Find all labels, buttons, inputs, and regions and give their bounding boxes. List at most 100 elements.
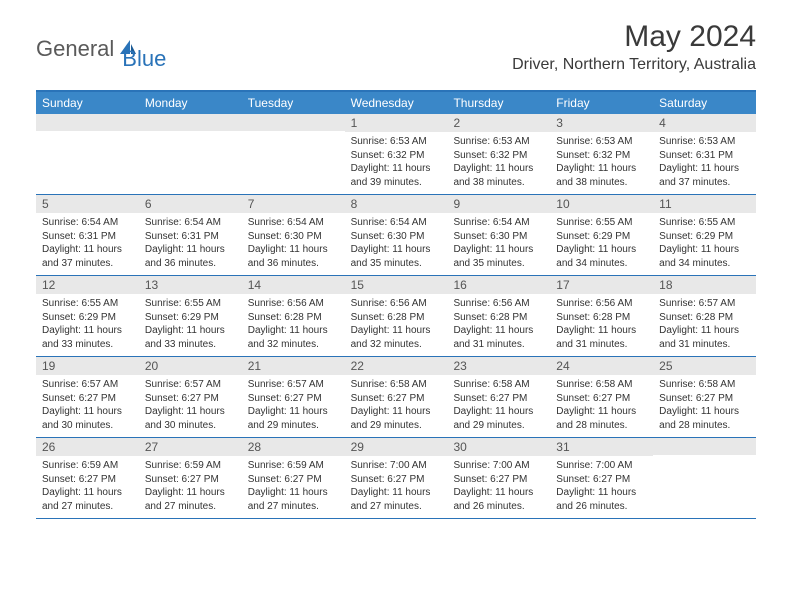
day-body xyxy=(139,131,242,185)
day-cell: 22Sunrise: 6:58 AMSunset: 6:27 PMDayligh… xyxy=(345,357,448,437)
sunset-text: Sunset: 6:32 PM xyxy=(351,149,442,163)
sunrise-text: Sunrise: 6:53 AM xyxy=(659,135,750,149)
day-number: 22 xyxy=(345,357,448,375)
sunset-text: Sunset: 6:31 PM xyxy=(42,230,133,244)
sunset-text: Sunset: 6:32 PM xyxy=(556,149,647,163)
daylight-text: Daylight: 11 hours and 27 minutes. xyxy=(351,486,442,513)
day-body: Sunrise: 6:54 AMSunset: 6:31 PMDaylight:… xyxy=(36,213,139,275)
sunset-text: Sunset: 6:29 PM xyxy=(556,230,647,244)
daylight-text: Daylight: 11 hours and 38 minutes. xyxy=(556,162,647,189)
day-body: Sunrise: 6:57 AMSunset: 6:28 PMDaylight:… xyxy=(653,294,756,356)
sunset-text: Sunset: 6:27 PM xyxy=(453,392,544,406)
sunset-text: Sunset: 6:27 PM xyxy=(145,473,236,487)
day-number: 3 xyxy=(550,114,653,132)
daylight-text: Daylight: 11 hours and 37 minutes. xyxy=(42,243,133,270)
day-body: Sunrise: 6:59 AMSunset: 6:27 PMDaylight:… xyxy=(242,456,345,518)
week-row: 19Sunrise: 6:57 AMSunset: 6:27 PMDayligh… xyxy=(36,357,756,438)
day-body: Sunrise: 6:54 AMSunset: 6:30 PMDaylight:… xyxy=(447,213,550,275)
title-block: May 2024 Driver, Northern Territory, Aus… xyxy=(512,20,756,74)
weekday-saturday: Saturday xyxy=(653,92,756,114)
sunset-text: Sunset: 6:31 PM xyxy=(145,230,236,244)
day-body: Sunrise: 6:54 AMSunset: 6:30 PMDaylight:… xyxy=(242,213,345,275)
day-body: Sunrise: 6:57 AMSunset: 6:27 PMDaylight:… xyxy=(139,375,242,437)
sunrise-text: Sunrise: 6:54 AM xyxy=(453,216,544,230)
daylight-text: Daylight: 11 hours and 32 minutes. xyxy=(351,324,442,351)
sunrise-text: Sunrise: 6:59 AM xyxy=(248,459,339,473)
daylight-text: Daylight: 11 hours and 29 minutes. xyxy=(248,405,339,432)
day-body: Sunrise: 6:58 AMSunset: 6:27 PMDaylight:… xyxy=(550,375,653,437)
day-number: 10 xyxy=(550,195,653,213)
sunrise-text: Sunrise: 6:58 AM xyxy=(453,378,544,392)
sunset-text: Sunset: 6:30 PM xyxy=(351,230,442,244)
sunset-text: Sunset: 6:27 PM xyxy=(659,392,750,406)
sunrise-text: Sunrise: 6:56 AM xyxy=(453,297,544,311)
day-body: Sunrise: 6:55 AMSunset: 6:29 PMDaylight:… xyxy=(653,213,756,275)
daylight-text: Daylight: 11 hours and 31 minutes. xyxy=(453,324,544,351)
sunset-text: Sunset: 6:29 PM xyxy=(145,311,236,325)
month-title: May 2024 xyxy=(512,20,756,54)
weekday-header-row: Sunday Monday Tuesday Wednesday Thursday… xyxy=(36,92,756,114)
day-body: Sunrise: 6:59 AMSunset: 6:27 PMDaylight:… xyxy=(36,456,139,518)
day-number: 12 xyxy=(36,276,139,294)
daylight-text: Daylight: 11 hours and 30 minutes. xyxy=(145,405,236,432)
day-cell: 25Sunrise: 6:58 AMSunset: 6:27 PMDayligh… xyxy=(653,357,756,437)
logo-text-general: General xyxy=(36,36,114,62)
day-number: 14 xyxy=(242,276,345,294)
sunrise-text: Sunrise: 6:56 AM xyxy=(351,297,442,311)
sunrise-text: Sunrise: 6:54 AM xyxy=(42,216,133,230)
daylight-text: Daylight: 11 hours and 39 minutes. xyxy=(351,162,442,189)
sunrise-text: Sunrise: 6:56 AM xyxy=(556,297,647,311)
day-cell: 24Sunrise: 6:58 AMSunset: 6:27 PMDayligh… xyxy=(550,357,653,437)
day-body: Sunrise: 6:57 AMSunset: 6:27 PMDaylight:… xyxy=(36,375,139,437)
sunset-text: Sunset: 6:27 PM xyxy=(248,473,339,487)
sunrise-text: Sunrise: 6:54 AM xyxy=(248,216,339,230)
sunrise-text: Sunrise: 6:55 AM xyxy=(659,216,750,230)
day-body: Sunrise: 6:53 AMSunset: 6:32 PMDaylight:… xyxy=(345,132,448,194)
day-number: 23 xyxy=(447,357,550,375)
daylight-text: Daylight: 11 hours and 27 minutes. xyxy=(145,486,236,513)
day-number: 18 xyxy=(653,276,756,294)
day-number: 15 xyxy=(345,276,448,294)
sunset-text: Sunset: 6:27 PM xyxy=(556,392,647,406)
sunrise-text: Sunrise: 6:53 AM xyxy=(556,135,647,149)
sunset-text: Sunset: 6:30 PM xyxy=(248,230,339,244)
day-cell: 7Sunrise: 6:54 AMSunset: 6:30 PMDaylight… xyxy=(242,195,345,275)
day-number: 25 xyxy=(653,357,756,375)
day-cell: 30Sunrise: 7:00 AMSunset: 6:27 PMDayligh… xyxy=(447,438,550,518)
day-number: 21 xyxy=(242,357,345,375)
sunset-text: Sunset: 6:28 PM xyxy=(351,311,442,325)
day-cell: 4Sunrise: 6:53 AMSunset: 6:31 PMDaylight… xyxy=(653,114,756,194)
daylight-text: Daylight: 11 hours and 32 minutes. xyxy=(248,324,339,351)
sunrise-text: Sunrise: 7:00 AM xyxy=(351,459,442,473)
day-cell: 29Sunrise: 7:00 AMSunset: 6:27 PMDayligh… xyxy=(345,438,448,518)
day-cell: 5Sunrise: 6:54 AMSunset: 6:31 PMDaylight… xyxy=(36,195,139,275)
day-number: 27 xyxy=(139,438,242,456)
day-body: Sunrise: 6:58 AMSunset: 6:27 PMDaylight:… xyxy=(447,375,550,437)
sunrise-text: Sunrise: 6:57 AM xyxy=(659,297,750,311)
daylight-text: Daylight: 11 hours and 29 minutes. xyxy=(351,405,442,432)
sunrise-text: Sunrise: 6:58 AM xyxy=(351,378,442,392)
logo-text-blue: Blue xyxy=(122,46,166,72)
sunrise-text: Sunrise: 6:55 AM xyxy=(145,297,236,311)
daylight-text: Daylight: 11 hours and 30 minutes. xyxy=(42,405,133,432)
daylight-text: Daylight: 11 hours and 36 minutes. xyxy=(248,243,339,270)
day-cell: 6Sunrise: 6:54 AMSunset: 6:31 PMDaylight… xyxy=(139,195,242,275)
daylight-text: Daylight: 11 hours and 28 minutes. xyxy=(556,405,647,432)
week-row: 5Sunrise: 6:54 AMSunset: 6:31 PMDaylight… xyxy=(36,195,756,276)
day-number: 13 xyxy=(139,276,242,294)
sunrise-text: Sunrise: 6:57 AM xyxy=(145,378,236,392)
day-cell: 8Sunrise: 6:54 AMSunset: 6:30 PMDaylight… xyxy=(345,195,448,275)
daylight-text: Daylight: 11 hours and 33 minutes. xyxy=(42,324,133,351)
sunset-text: Sunset: 6:32 PM xyxy=(453,149,544,163)
sunrise-text: Sunrise: 6:57 AM xyxy=(248,378,339,392)
day-number: 29 xyxy=(345,438,448,456)
sunrise-text: Sunrise: 6:59 AM xyxy=(42,459,133,473)
daylight-text: Daylight: 11 hours and 34 minutes. xyxy=(556,243,647,270)
day-cell: 1Sunrise: 6:53 AMSunset: 6:32 PMDaylight… xyxy=(345,114,448,194)
day-number xyxy=(242,114,345,131)
weekday-sunday: Sunday xyxy=(36,92,139,114)
day-body: Sunrise: 6:55 AMSunset: 6:29 PMDaylight:… xyxy=(36,294,139,356)
day-body: Sunrise: 6:55 AMSunset: 6:29 PMDaylight:… xyxy=(550,213,653,275)
day-number: 31 xyxy=(550,438,653,456)
day-cell xyxy=(36,114,139,194)
